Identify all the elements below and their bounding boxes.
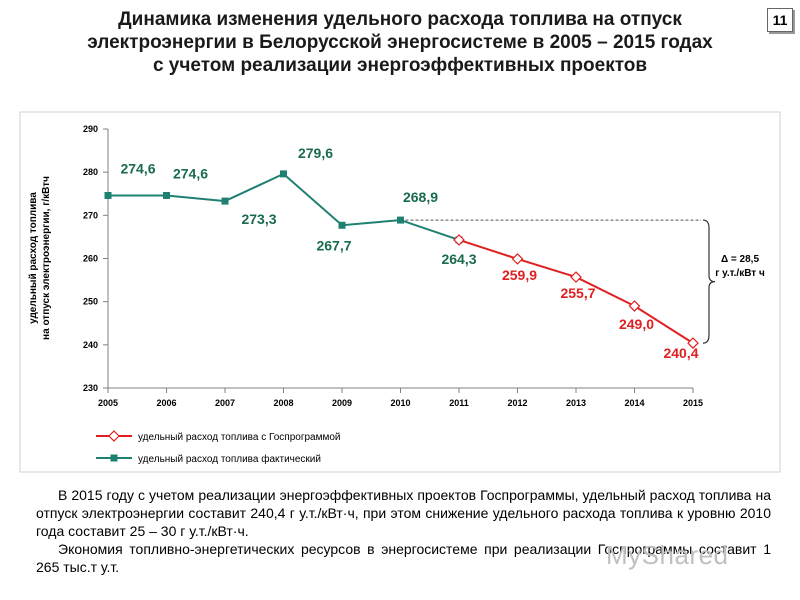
fuel-consumption-chart: 230 240 250 260 270 280 290 2005 2006 2007 2008 200… [19, 111, 781, 473]
data-label-actual: 274,6 [173, 165, 208, 181]
y-axis-label-line: на отпуск электроэнергии, г/кВтч [41, 176, 52, 340]
data-point-marker [397, 216, 404, 224]
data-point-marker [280, 170, 287, 178]
body-text: В 2015 году с учетом реализации энергоэф… [36, 486, 771, 576]
page-title: Динамика изменения удельного расхода топ… [0, 8, 800, 77]
watermark-logo: MyShared [606, 540, 729, 570]
data-label-program: 249,0 [619, 316, 654, 332]
y-tick-label: 250 [83, 297, 98, 307]
paragraph-2: Экономия топливно-энергетических ресурсо… [36, 541, 771, 575]
x-tick-label: 2005 [98, 398, 118, 408]
delta-value-label: Δ = 28,5 [721, 254, 759, 265]
data-point-marker [104, 191, 112, 199]
y-tick-label: 260 [83, 254, 98, 264]
data-point-marker [570, 271, 582, 283]
data-label-actual: 264,3 [441, 251, 476, 267]
data-label-program: 259,9 [502, 267, 537, 283]
slide-number-badge: 11 [767, 8, 793, 32]
data-point-marker [163, 191, 170, 199]
y-tick-label: 280 [83, 167, 98, 177]
x-tick-label: 2013 [566, 398, 586, 408]
delta-bracket [702, 219, 716, 344]
data-point-marker [511, 253, 524, 265]
y-tick-label: 270 [83, 210, 98, 220]
title-line-1: Динамика изменения удельного расхода топ… [118, 9, 682, 30]
paragraph-1: В 2015 году с учетом реализации энергоэф… [36, 487, 771, 539]
x-tick-label: 2009 [332, 398, 352, 408]
title-line-3: с учетом реализации энергоэффективных пр… [152, 55, 648, 76]
data-point-marker [628, 300, 641, 312]
data-label-actual: 273,3 [241, 211, 276, 227]
data-label-actual: 267,7 [316, 237, 351, 253]
data-label-actual: 279,6 [298, 145, 333, 161]
chart-frame [19, 111, 781, 473]
legend-marker [108, 430, 120, 442]
title-line-2: электроэнергии в Белорусской энергосисте… [87, 32, 713, 53]
x-tick-label: 2014 [624, 398, 644, 408]
data-label-program: 255,7 [560, 285, 595, 301]
data-point-marker [687, 337, 699, 349]
data-label-actual: 274,6 [120, 160, 155, 176]
data-label-actual: 268,9 [403, 189, 438, 205]
data-point-marker [453, 234, 465, 246]
legend-marker [110, 454, 118, 462]
y-tick-label: 290 [83, 124, 98, 134]
data-label-program: 240,4 [663, 345, 698, 361]
data-point-marker [338, 221, 346, 229]
x-tick-label: 2008 [273, 398, 293, 408]
y-axis-label: удельный расход топлива на отпуск электро… [28, 176, 52, 340]
delta-unit-label: г у.т./кВт ч [715, 268, 765, 279]
x-tick-label: 2012 [507, 398, 527, 408]
x-tick-label: 2010 [390, 398, 410, 408]
y-tick-label: 230 [83, 383, 98, 393]
y-axis-label-line: удельный расход топлива [28, 192, 39, 324]
x-tick-label: 2007 [215, 398, 235, 408]
legend-label: удельный расход топлива с Госпрограммой [138, 432, 341, 443]
data-point-marker [221, 197, 229, 205]
x-tick-label: 2011 [449, 398, 469, 408]
legend-label: удельный расход топлива фактический [138, 453, 321, 465]
x-tick-label: 2006 [156, 398, 176, 408]
x-tick-label: 2015 [683, 398, 703, 408]
series-line-0 [108, 172, 460, 241]
y-tick-label: 240 [83, 340, 98, 350]
